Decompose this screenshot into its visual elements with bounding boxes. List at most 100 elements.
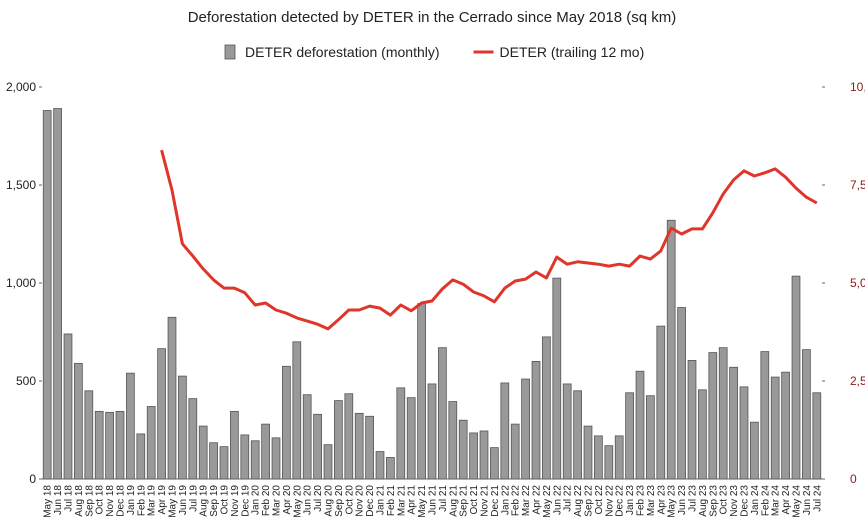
bar — [521, 378, 530, 480]
y-tick-label: 1,500 — [6, 178, 36, 192]
bar — [552, 277, 562, 480]
bar — [261, 423, 270, 480]
bar — [178, 375, 187, 480]
bar — [136, 433, 146, 480]
bar — [500, 382, 510, 480]
y-tick-label: 0 — [29, 472, 36, 486]
bar — [375, 451, 385, 480]
bar — [646, 395, 655, 480]
x-tick-label: Feb 22 — [511, 485, 522, 517]
x-tick-label: Dec 20 — [365, 485, 376, 517]
bar — [562, 383, 572, 480]
bar — [708, 352, 718, 480]
x-tick-label: Nov 22 — [604, 485, 615, 517]
bar — [313, 413, 322, 480]
y2-tick-label: 5,000 — [850, 276, 865, 290]
bar — [198, 425, 208, 480]
x-tick-label: Oct 19 — [220, 485, 231, 515]
x-tick-label: Jun 24 — [802, 485, 813, 515]
bar — [323, 444, 333, 480]
bar — [230, 410, 239, 480]
x-tick-label: Jun 19 — [178, 485, 189, 515]
x-tick-label: Jul 19 — [188, 485, 199, 512]
x-tick-label: Mar 22 — [521, 485, 532, 517]
bar — [666, 219, 676, 480]
bar — [656, 325, 666, 480]
bar — [250, 440, 260, 480]
bar — [354, 412, 364, 480]
x-tick-label: Apr 21 — [407, 485, 418, 515]
legend-swatch — [224, 44, 236, 60]
bar — [760, 351, 770, 480]
x-tick-label: Mar 21 — [396, 485, 407, 517]
x-tick-label: Aug 20 — [324, 485, 335, 517]
x-tick-label: Jan 24 — [750, 485, 761, 515]
x-tick-label: Feb 19 — [136, 485, 147, 517]
legend-label: DETER deforestation (monthly) — [245, 44, 440, 60]
x-tick-label: Sep 18 — [84, 485, 95, 517]
x-tick-label: Jan 22 — [500, 485, 511, 515]
bar — [718, 347, 728, 480]
bar — [614, 435, 624, 480]
bar — [781, 371, 790, 480]
x-tick-label: Aug 23 — [698, 485, 709, 517]
bar — [729, 366, 738, 480]
x-tick-label: Jul 20 — [313, 485, 324, 512]
x-tick-label: Dec 18 — [116, 485, 127, 517]
x-tick-label: Apr 22 — [532, 485, 543, 515]
y-tick-label: 500 — [16, 374, 36, 388]
x-tick-label: May 24 — [792, 485, 803, 518]
x-tick-label: Jul 18 — [64, 485, 75, 512]
x-tick-label: Sep 19 — [209, 485, 220, 517]
bar — [126, 372, 135, 480]
x-tick-label: Oct 20 — [344, 485, 355, 515]
x-tick-label: Apr 23 — [656, 485, 667, 515]
x-tick-label: Jan 21 — [376, 485, 387, 515]
bar — [115, 410, 125, 480]
chart-title: Deforestation detected by DETER in the C… — [188, 9, 677, 26]
x-tick-label: May 19 — [168, 485, 179, 518]
x-tick-label: Apr 24 — [781, 485, 792, 515]
x-tick-label: Jul 22 — [563, 485, 574, 512]
bar — [105, 411, 114, 480]
bar — [386, 457, 395, 480]
x-tick-label: Jan 20 — [251, 485, 262, 515]
bar — [365, 415, 374, 480]
x-tick-label: Jul 24 — [812, 485, 823, 512]
bar — [739, 386, 749, 480]
x-tick-label: Dec 23 — [740, 485, 751, 517]
bar — [687, 360, 697, 480]
x-tick-label: Sep 22 — [584, 485, 595, 517]
bar — [42, 110, 52, 480]
x-tick-label: Sep 21 — [459, 485, 470, 517]
bar — [698, 389, 707, 480]
bar — [84, 390, 94, 480]
bar — [510, 423, 520, 480]
bar — [573, 390, 582, 480]
bar — [490, 447, 499, 480]
bar — [531, 360, 541, 480]
y2-tick-label: 0 — [850, 472, 857, 486]
y-tick-label: 2,000 — [6, 80, 36, 94]
bar — [802, 349, 811, 480]
bar — [770, 376, 780, 480]
y2-tick-label: 7,500 — [850, 178, 865, 192]
bar — [542, 336, 551, 480]
bar — [791, 275, 801, 480]
bar — [604, 445, 614, 480]
x-tick-label: May 22 — [542, 485, 553, 518]
x-tick-label: May 21 — [417, 485, 428, 518]
x-tick-label: May 20 — [292, 485, 303, 518]
bar — [302, 394, 312, 480]
y2-tick-label: 2,500 — [850, 374, 865, 388]
bar — [344, 393, 354, 480]
x-tick-label: Dec 19 — [240, 485, 251, 517]
x-tick-label: Nov 20 — [355, 485, 366, 517]
bar — [448, 401, 458, 480]
x-tick-label: Jun 23 — [677, 485, 688, 515]
bar — [240, 434, 250, 480]
bar — [469, 432, 478, 480]
bar — [458, 419, 468, 480]
bar — [417, 303, 426, 480]
x-tick-label: Mar 19 — [147, 485, 158, 517]
